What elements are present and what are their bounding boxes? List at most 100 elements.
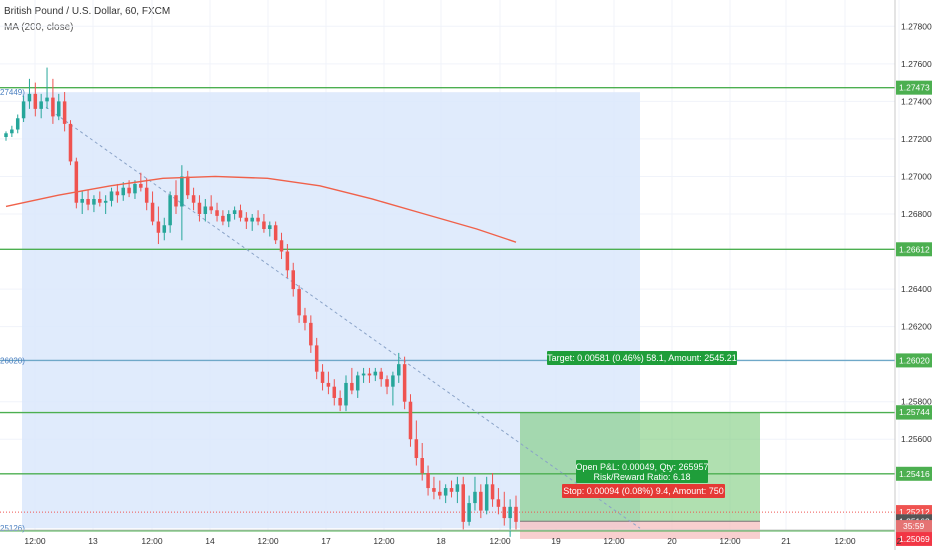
x-tick-2: 12:00 xyxy=(141,536,163,546)
candle-body-4 xyxy=(27,93,32,102)
price-tag-bg-3 xyxy=(896,531,932,546)
candle-body-87 xyxy=(514,506,518,522)
level-tag-bg-2 xyxy=(896,353,932,368)
y-tick-8: 1.25800 xyxy=(901,397,932,407)
candle-body-34 xyxy=(203,206,208,214)
candle-body-2 xyxy=(15,118,20,130)
candle-body-20 xyxy=(121,187,125,196)
candle-body-8 xyxy=(51,97,55,117)
candle-body-19 xyxy=(115,191,120,196)
candle-body-46 xyxy=(273,225,278,241)
left-edge-label-0: 27449) xyxy=(0,88,25,97)
candle-body-3 xyxy=(21,101,26,119)
candle-body-14 xyxy=(86,198,90,205)
candle-body-59 xyxy=(350,382,354,391)
candle-body-74 xyxy=(438,491,442,496)
candle-body-35 xyxy=(209,206,213,211)
x-tick-10: 12:00 xyxy=(603,536,625,546)
candle-body-50 xyxy=(297,289,301,316)
pnl-label-text-1: Risk/Reward Ratio: 6.18 xyxy=(593,472,690,482)
ma-200-line xyxy=(5,175,517,243)
pnl-label-text-0: Open P&L: 0.00049, Qty: 265957 xyxy=(575,462,708,472)
level-tag-1: 1.26612 xyxy=(899,244,930,254)
x-tick-12: 12:00 xyxy=(719,536,741,546)
candle-body-58 xyxy=(344,382,348,406)
pnl-label-bg xyxy=(576,460,708,483)
x-tick-3: 14 xyxy=(205,536,215,546)
candle-body-43 xyxy=(256,217,260,222)
y-tick-1: 1.27600 xyxy=(901,59,932,69)
candle-body-36 xyxy=(215,210,219,216)
candle-body-56 xyxy=(332,386,337,398)
candle-body-62 xyxy=(367,373,372,376)
y-tick-7: 1.26200 xyxy=(901,322,932,332)
candle-body-81 xyxy=(479,491,483,511)
candle-body-84 xyxy=(496,499,501,507)
y-tick-6: 1.26400 xyxy=(901,284,932,294)
x-tick-8: 12:00 xyxy=(489,536,511,546)
candle-body-86 xyxy=(508,506,512,519)
candle-body-28 xyxy=(168,195,172,226)
price-tag-3: 1.25069 xyxy=(899,534,930,544)
y-tick-2: 1.27400 xyxy=(901,96,932,106)
candle-body-0 xyxy=(4,133,8,138)
candle-body-53 xyxy=(314,345,319,372)
candle-body-77 xyxy=(455,484,460,492)
x-tick-13: 21 xyxy=(781,536,791,546)
candle-body-83 xyxy=(490,484,495,500)
candle-body-39 xyxy=(232,210,237,214)
stop-label-text: Stop: 0.00094 (0.08%) 9.4, Amount: 750 xyxy=(563,486,724,496)
target-label-bg xyxy=(547,351,737,365)
candle-body-23 xyxy=(139,183,143,188)
candle-body-17 xyxy=(103,200,108,203)
y-tick-9: 1.25600 xyxy=(901,434,932,444)
candle-body-30 xyxy=(180,176,184,207)
candle-body-75 xyxy=(443,488,448,496)
candle-body-44 xyxy=(262,221,266,230)
candle-body-78 xyxy=(461,484,465,522)
candle-body-29 xyxy=(174,195,178,207)
ma-legend: MA (200, close) xyxy=(4,22,74,33)
candle-body-51 xyxy=(303,315,307,323)
candle-body-42 xyxy=(250,217,254,222)
candle-body-5 xyxy=(33,93,38,109)
candle-body-33 xyxy=(197,202,202,214)
moving-average xyxy=(5,175,517,243)
diagonal-trendline xyxy=(45,106,641,529)
x-tick-6: 12:00 xyxy=(373,536,395,546)
candle-body-60 xyxy=(355,375,360,391)
candle-body-1 xyxy=(10,129,14,134)
level-tag-bg-0 xyxy=(896,80,932,95)
candle-body-22 xyxy=(133,183,137,194)
candle-body-64 xyxy=(379,371,383,380)
x-tick-11: 20 xyxy=(667,536,677,546)
candle-body-76 xyxy=(449,488,454,492)
candle-body-70 xyxy=(414,439,419,459)
candle-body-47 xyxy=(279,240,284,252)
candle-body-80 xyxy=(473,491,477,504)
candle-body-82 xyxy=(484,484,489,511)
candle-body-38 xyxy=(227,213,231,222)
candle-body-13 xyxy=(80,198,84,203)
candle-body-68 xyxy=(402,364,407,402)
candle-body-73 xyxy=(432,488,436,492)
candle-body-52 xyxy=(309,322,313,346)
position-labels: Target: 0.00581 (0.46%) 58.1, Amount: 25… xyxy=(547,351,737,498)
candle-body-7 xyxy=(45,97,49,102)
candle-body-67 xyxy=(397,364,401,376)
candle-body-48 xyxy=(285,251,290,271)
y-tick-0: 1.27800 xyxy=(901,21,932,31)
candle-body-41 xyxy=(244,217,249,222)
x-tick-0: 12:00 xyxy=(24,536,46,546)
x-tick-1: 13 xyxy=(88,536,98,546)
candle-body-9 xyxy=(57,101,61,117)
candle-body-24 xyxy=(144,187,149,203)
candle-body-40 xyxy=(238,210,243,218)
candle-body-31 xyxy=(185,176,190,196)
candle-body-61 xyxy=(361,373,366,376)
candle-body-85 xyxy=(502,506,507,519)
candle-body-57 xyxy=(338,397,342,406)
candle-body-45 xyxy=(268,225,272,230)
candle-body-66 xyxy=(391,375,395,387)
